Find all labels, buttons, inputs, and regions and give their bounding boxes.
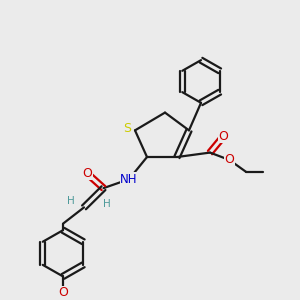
- Text: O: O: [225, 154, 234, 166]
- Text: NH: NH: [120, 173, 138, 186]
- Text: O: O: [58, 286, 68, 299]
- Text: H: H: [67, 196, 74, 206]
- Text: S: S: [124, 122, 131, 135]
- Text: O: O: [82, 167, 92, 180]
- Text: H: H: [103, 200, 110, 209]
- Text: O: O: [219, 130, 228, 143]
